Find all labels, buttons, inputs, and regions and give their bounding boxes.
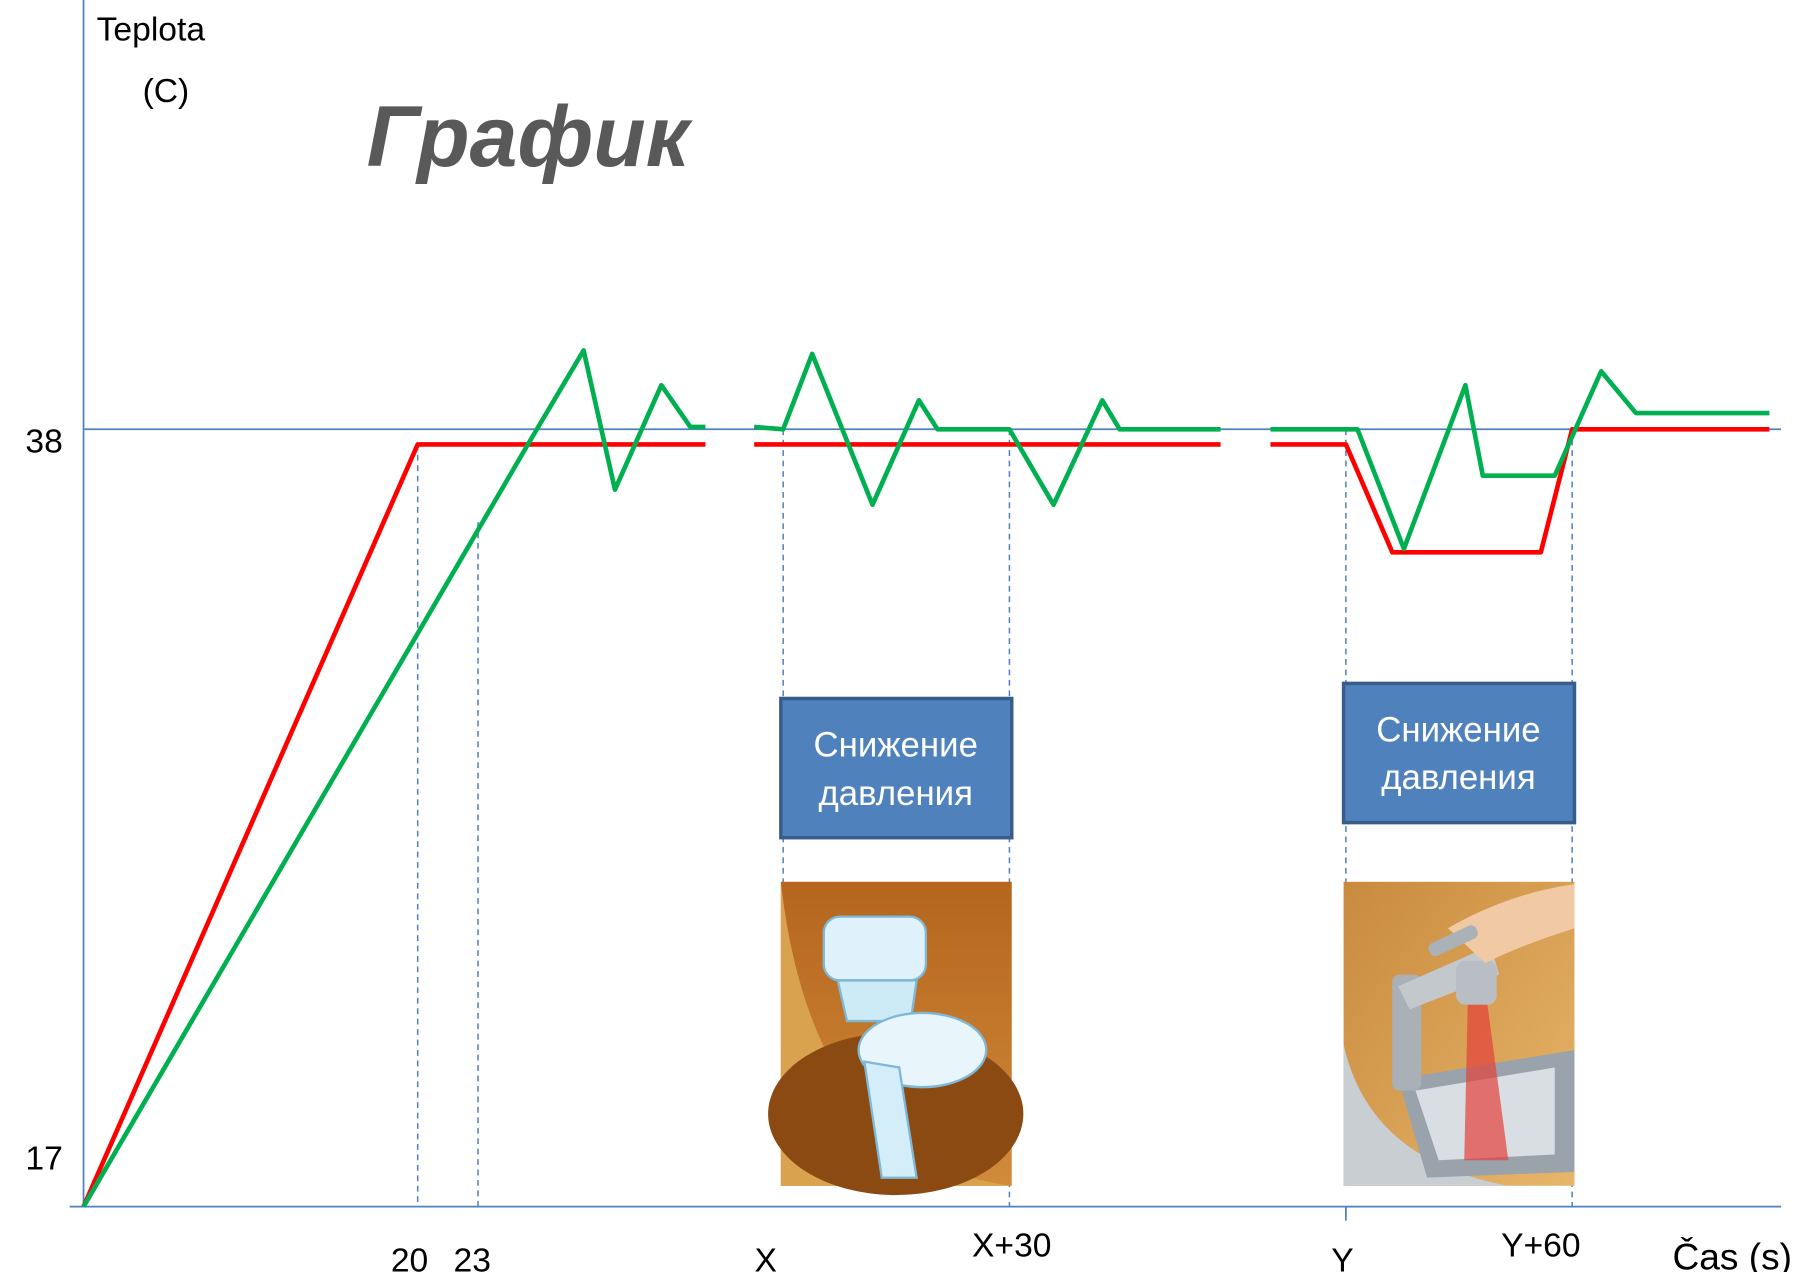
y-axis-label: Teplota: [97, 12, 206, 49]
x-label: Y+60: [1501, 1228, 1580, 1265]
box: [1344, 683, 1575, 822]
y-label: 17: [25, 1141, 62, 1178]
box-text: давления: [818, 774, 973, 813]
box-text: Снижение: [814, 725, 978, 764]
x-label: X: [755, 1243, 777, 1272]
x-label: 23: [454, 1243, 491, 1272]
box: [781, 698, 1012, 837]
x-label: X+30: [972, 1228, 1051, 1265]
box-text: давления: [1381, 758, 1536, 797]
x-label: Y: [1331, 1243, 1353, 1272]
diagram: Снижение давления Снижение давления: [0, 0, 1810, 1272]
x-axis-label: Čas (s): [1672, 1235, 1792, 1272]
y-axis-label: (C): [143, 73, 190, 110]
faucet-image: [1344, 882, 1575, 1186]
title: График: [367, 89, 693, 185]
y-label: 38: [25, 424, 62, 461]
page: {"y_axis_label": ["Teplota", "(C)"], "ti…: [0, 0, 1810, 1272]
toilet-image: [768, 882, 1023, 1195]
x-label: 20: [391, 1243, 428, 1272]
box-text: Снижение: [1376, 710, 1540, 749]
